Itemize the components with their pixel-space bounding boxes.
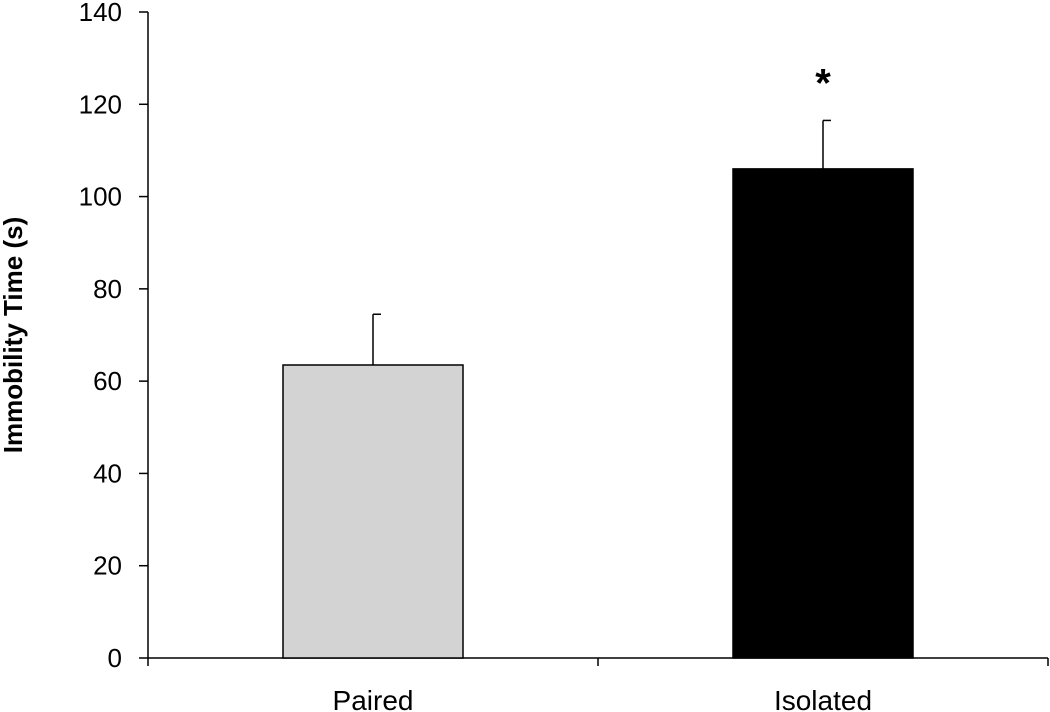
y-tick-label: 80 [93,274,122,304]
x-tick-label: Paired [333,685,414,712]
y-tick-label: 40 [93,458,122,488]
y-tick-label: 100 [79,182,122,212]
plot-area: 0 20 40 60 80 100 120 140 Paired Isolated * [79,0,1049,712]
y-axis-label: Immobility Time (s) [0,217,28,453]
x-tick-label: Isolated [774,685,872,712]
bar-isolated [732,168,914,659]
bar-paired [282,364,464,659]
y-tick-label: 20 [93,551,122,581]
y-tick-label: 140 [79,0,122,27]
y-tick-label: 0 [108,643,122,673]
significance-marker: * [815,61,831,105]
y-tick-label: 60 [93,366,122,396]
y-tick-label: 120 [79,89,122,119]
